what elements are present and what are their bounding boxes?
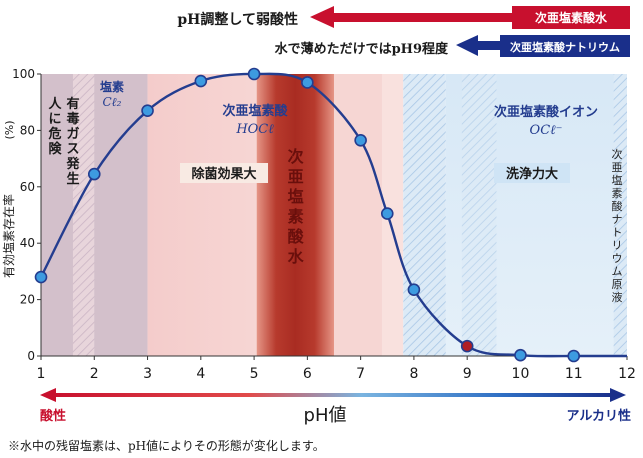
data-point-ph-3 (141, 104, 154, 117)
x-tick-label-5: 5 (250, 366, 259, 382)
data-point-ph-8 (407, 283, 421, 297)
hypochlorous-acid-name: 次亜塩素酸 (222, 103, 288, 119)
y-tick-label-40: 40 (20, 236, 35, 250)
data-point-ph-10 (514, 348, 527, 362)
x-tick-label-2: 2 (90, 366, 99, 382)
data-point-ph-11 (567, 349, 581, 363)
zone-labels: 塩素 Cℓ₂ 有毒ガス発生人に危険 次亜塩素酸 HOCℓ 次亜塩素酸イオン OC… (48, 79, 622, 304)
red-arrow-label: 次亜塩素酸水 (535, 10, 608, 25)
series-available-chlorine (34, 67, 627, 363)
footnote: ※水中の残留塩素は、pH値によりその形態が変化します。 (8, 438, 325, 453)
zone-transition-hatch (403, 74, 446, 356)
data-point-ph-1 (34, 270, 48, 284)
y-axis-label: 有効塩素存在率 (1, 194, 16, 278)
cleaning-badge: 洗浄力大 (506, 166, 558, 182)
zone-chlorine-hatch (72, 74, 95, 356)
chlorine-gas-formula: Cℓ₂ (103, 95, 122, 109)
data-point-ph-2 (87, 167, 101, 181)
x-tick-label-6: 6 (303, 366, 312, 382)
red-arrow (310, 6, 630, 28)
x-tick-label-12: 12 (618, 366, 636, 382)
data-point-ph-5 (247, 67, 261, 81)
x-tick-label-11: 11 (565, 366, 583, 382)
sterilization-badge: 除菌効果大 (191, 166, 256, 182)
blue-arrow-label-box (500, 35, 630, 57)
ph-acid-label: 酸性 (40, 408, 66, 424)
ph-alkaline-arrowhead (610, 388, 626, 402)
hypochlorite-ion-formula: OCℓ⁻ (530, 123, 563, 138)
sterilization-badge-box (180, 163, 268, 183)
red-arrow-caption: pH調整して弱酸性 (177, 11, 298, 28)
top-arrows: pH調整して弱酸性 次亜塩素酸水 水で薄めただけではpH9程度 次亜塩素酸ナトリ… (177, 6, 630, 57)
cleaning-badge-box (494, 163, 570, 183)
ph-gradient-bar (52, 393, 614, 397)
x-tick-label-10: 10 (512, 366, 530, 382)
ph-axis-title: pH値 (304, 405, 347, 426)
data-point-ph-9 (460, 339, 474, 353)
data-point-ph-7-5 (380, 207, 394, 220)
hypochlorite-ion-name: 次亜塩素酸イオン (494, 104, 598, 120)
x-tick-label-9: 9 (463, 366, 472, 382)
x-tick-label-7: 7 (356, 366, 365, 382)
data-point-ph-6 (301, 76, 314, 89)
zone-product-band (256, 74, 334, 356)
y-tick-label-20: 20 (20, 293, 35, 307)
chlorine-gas-name: 塩素 (100, 79, 124, 94)
ph-zones (41, 74, 627, 356)
zone-ion-hatch (461, 74, 497, 356)
y-tick-label-0: 0 (27, 349, 35, 363)
y-tick-label-100: 100 (12, 67, 35, 81)
data-point-ph-7 (354, 133, 367, 147)
zone-stock-hatch (613, 74, 627, 356)
x-tick-label-4: 4 (196, 366, 205, 382)
hypochlorous-acid-formula: HOCℓ (235, 122, 274, 137)
zone-product-fade (334, 74, 382, 356)
x-tick-label-8: 8 (409, 366, 418, 382)
y-axis-unit: (%) (3, 120, 16, 139)
red-arrow-label-box (512, 6, 630, 29)
x-tick-label-3: 3 (143, 366, 152, 382)
sodium-hypochlorite-stock-label: 次亜塩素酸ナトリウム原液 (612, 147, 623, 304)
ph-alkaline-label: アルカリ性 (567, 408, 631, 424)
y-tick-label-60: 60 (20, 180, 35, 194)
y-tick-label-80: 80 (20, 123, 35, 137)
ph-acid-arrowhead (40, 388, 56, 402)
toxic-gas-note: 有毒ガス発生人に危険 (48, 96, 80, 187)
product-band-label: 次亜塩素酸水 (288, 147, 305, 266)
x-tick-label-1: 1 (37, 366, 46, 382)
blue-arrow-label: 次亜塩素酸ナトリウム (510, 40, 620, 54)
data-point-ph-4 (194, 74, 208, 88)
blue-arrow-caption: 水で薄めただけではpH9程度 (275, 41, 449, 57)
ph-axis-bar: 酸性 pH値 アルカリ性 (40, 388, 631, 426)
